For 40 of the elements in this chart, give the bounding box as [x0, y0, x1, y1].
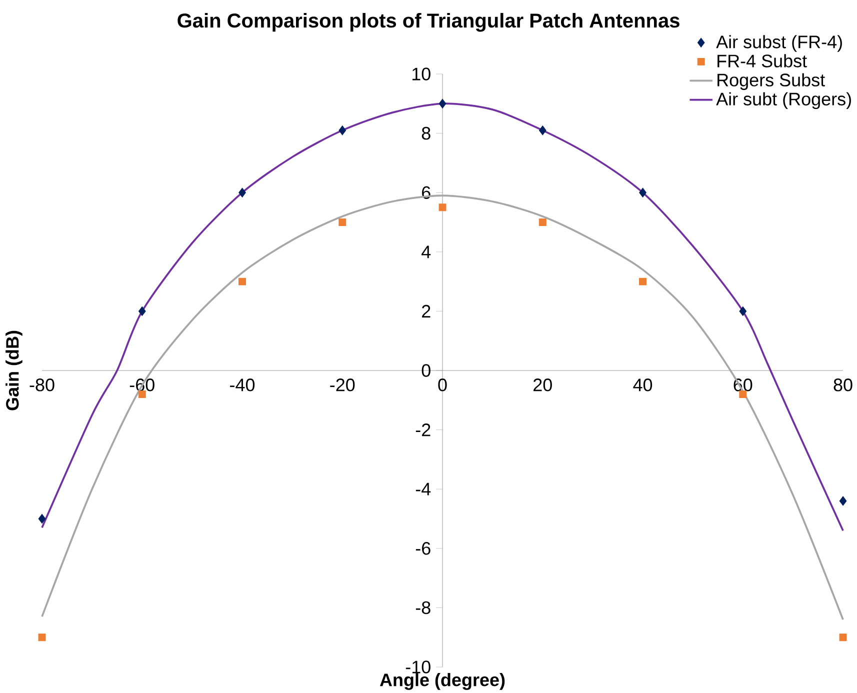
point — [839, 634, 847, 642]
y-tick-label: 4 — [422, 246, 431, 258]
point — [38, 634, 46, 642]
x-axis-title: Angle (degree) — [380, 673, 505, 690]
point — [38, 514, 46, 524]
chart-title: Gain Comparison plots of Triangular Patch Antennas — [178, 12, 680, 32]
point — [238, 278, 246, 286]
y-tick-label: -8 — [416, 601, 430, 614]
y-tick-label: 10 — [412, 68, 430, 80]
point — [538, 126, 546, 136]
point — [138, 306, 146, 316]
point — [739, 306, 747, 316]
y-tick-label: -6 — [416, 542, 430, 555]
point — [438, 98, 446, 108]
y-tick-label: 0 — [422, 364, 430, 377]
point — [639, 188, 646, 198]
legend-label: Rogers Subst — [718, 73, 825, 90]
y-tick-label: -4 — [416, 482, 431, 496]
y-tick-label: 8 — [422, 126, 430, 140]
point — [538, 218, 546, 226]
point — [839, 496, 847, 506]
x-tick-label: -80 — [30, 378, 54, 392]
point — [238, 188, 246, 198]
legend-label: Air subt (Rogers) — [716, 92, 851, 110]
legend-label: FR-4 Subst — [718, 54, 807, 68]
y-tick-label: 2 — [422, 304, 430, 318]
x-tick-label: 20 — [534, 378, 552, 392]
x-tick-label: 80 — [834, 378, 852, 392]
y-tick-label: -2 — [416, 424, 430, 436]
x-tick-label: 40 — [633, 378, 652, 392]
x-tick-label: -20 — [330, 378, 355, 392]
x-tick-label: 0 — [438, 378, 447, 392]
point — [639, 278, 646, 286]
point — [338, 126, 346, 136]
point — [438, 204, 446, 212]
point — [338, 218, 346, 226]
y-tick-label: -10 — [406, 660, 430, 674]
y-axis-title: Gain (dB) — [6, 330, 22, 410]
legend-label: Air subst (FR-4) — [716, 35, 842, 52]
x-tick-label: -40 — [230, 378, 255, 392]
